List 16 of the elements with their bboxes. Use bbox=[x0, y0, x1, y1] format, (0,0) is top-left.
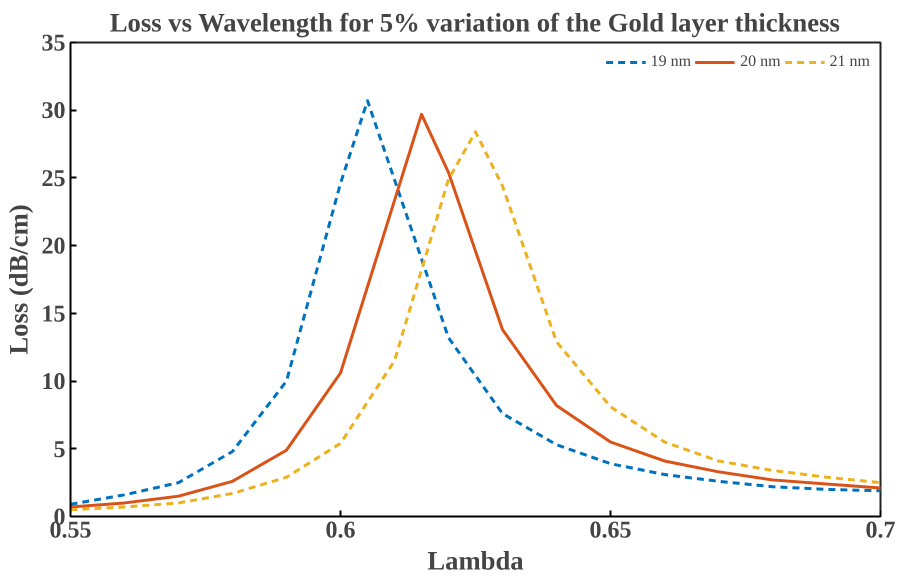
x-tick-label: 0.65 bbox=[590, 518, 632, 544]
y-tick-label: 5 bbox=[54, 436, 66, 463]
x-axis-title: Lambda bbox=[427, 546, 524, 576]
legend-label: 19 nm bbox=[650, 53, 692, 71]
y-tick-label: 20 bbox=[42, 234, 66, 260]
chart-title: Loss vs Wavelength for 5% variation of the Gold layer thickness bbox=[110, 8, 840, 38]
y-tick-label: 30 bbox=[42, 98, 66, 124]
legend-label: 21 nm bbox=[830, 53, 870, 71]
y-tick-label: 15 bbox=[42, 301, 66, 328]
legend-label: 20 nm bbox=[740, 53, 781, 71]
y-axis-title: Loss (dB/cm) bbox=[4, 204, 34, 355]
y-tick-label: 10 bbox=[42, 369, 66, 396]
x-tick-label: 0.7 bbox=[866, 518, 896, 544]
y-tick-label: 35 bbox=[42, 30, 66, 56]
x-tick-label: 0.6 bbox=[326, 518, 356, 544]
y-tick-label: 25 bbox=[42, 166, 66, 192]
